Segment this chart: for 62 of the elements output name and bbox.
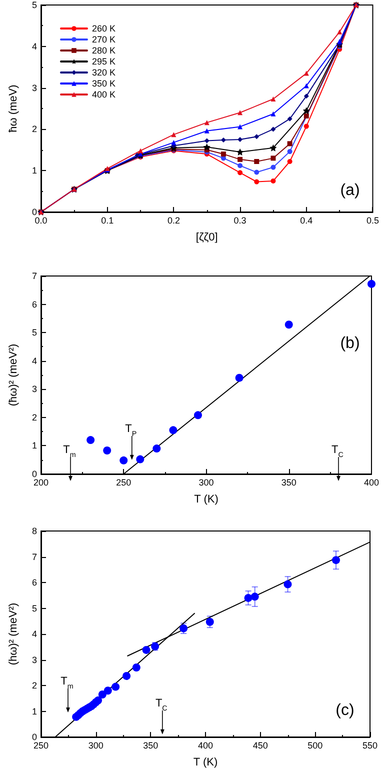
legend-label: 270 K xyxy=(92,34,116,44)
x-tick-label: 0.5 xyxy=(366,216,379,226)
x-axis-title: T (K) xyxy=(194,494,218,506)
y-tick-label: 4 xyxy=(32,41,37,52)
annotation: T$_{m}$ xyxy=(60,676,74,690)
legend-label: 280 K xyxy=(92,46,116,56)
x-tick-label: 0.4 xyxy=(300,216,313,226)
x-tick-label: 400 xyxy=(198,740,214,750)
y-tick-label: 6 xyxy=(32,299,37,310)
y-tick-label: 5 xyxy=(32,328,37,338)
y-tick-label: 8 xyxy=(32,526,37,536)
x-tick-label: 0.0 xyxy=(34,216,48,226)
y-tick-label: 3 xyxy=(32,82,37,93)
y-tick-label: 2 xyxy=(32,412,37,422)
y-tick-label: 3 xyxy=(32,384,37,394)
x-tick-label: 250 xyxy=(116,478,132,488)
x-axis-title: T (K) xyxy=(193,756,218,768)
x-axis-title: [ζζ0] xyxy=(196,232,218,244)
legend-label: 350 K xyxy=(92,78,116,88)
y-tick-label: 1 xyxy=(32,706,37,716)
y-tick-label: 0 xyxy=(32,207,37,217)
x-tick-label: 0.3 xyxy=(234,216,246,226)
x-tick-label: 350 xyxy=(281,478,296,488)
annotation: T$_{C}$ xyxy=(332,444,344,459)
annotation: T$_{m}$ xyxy=(63,444,76,459)
x-tick-label: 200 xyxy=(33,478,49,488)
legend-label: 400 K xyxy=(92,90,116,100)
y-tick-label: 2 xyxy=(32,680,37,690)
y-tick-label: 1 xyxy=(32,166,37,176)
y-axis-title: ħω (meV) xyxy=(8,84,20,132)
x-tick-label: 300 xyxy=(198,478,214,488)
x-tick-label: 450 xyxy=(252,740,268,750)
annotation: (a) xyxy=(340,182,360,199)
y-axis-title: (hω)² (meV²) xyxy=(8,602,20,666)
x-tick-label: 0.2 xyxy=(167,216,180,226)
y-tick-label: 0 xyxy=(32,732,37,742)
annotation: T$_{P}$ xyxy=(125,422,137,438)
y-axis-title: (ħω)² (meV²) xyxy=(8,344,20,406)
x-tick-label: 500 xyxy=(308,740,323,750)
x-tick-label: 0.1 xyxy=(101,216,114,226)
x-tick-label: 350 xyxy=(143,740,158,750)
legend-label: 295 K xyxy=(92,56,116,66)
y-tick-label: 6 xyxy=(32,578,37,588)
x-tick-label: 300 xyxy=(88,740,104,750)
annotation: T$_{C}$ xyxy=(155,697,168,712)
y-tick-label: 7 xyxy=(32,271,37,281)
y-tick-label: 7 xyxy=(32,552,37,562)
y-tick-label: 4 xyxy=(32,629,37,639)
legend-label: 260 K xyxy=(92,24,116,34)
y-tick-label: 1 xyxy=(32,440,37,451)
y-tick-label: 3 xyxy=(32,654,37,665)
y-tick-label: 4 xyxy=(32,356,37,366)
x-tick-label: 250 xyxy=(33,740,49,750)
legend-label: 320 K xyxy=(92,68,116,78)
y-tick-label: 5 xyxy=(32,0,37,10)
x-tick-label: 400 xyxy=(364,478,380,488)
y-tick-label: 5 xyxy=(32,603,37,614)
y-tick-label: 0 xyxy=(32,469,37,479)
x-tick-label: 550 xyxy=(362,740,378,750)
annotation: (b) xyxy=(340,335,360,352)
y-tick-label: 2 xyxy=(32,124,37,134)
annotation: (c) xyxy=(336,702,354,719)
